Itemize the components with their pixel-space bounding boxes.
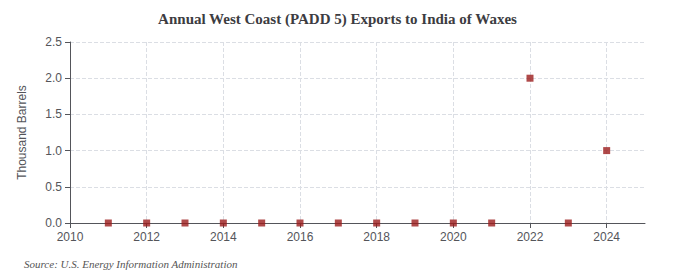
svg-text:2024: 2024 [593,230,620,244]
svg-text:1.0: 1.0 [45,144,62,158]
svg-text:2010: 2010 [57,230,84,244]
svg-text:2020: 2020 [440,230,467,244]
svg-text:2022: 2022 [517,230,544,244]
svg-text:2.5: 2.5 [45,35,62,49]
svg-text:2014: 2014 [210,230,237,244]
svg-text:2012: 2012 [133,230,160,244]
svg-text:0.5: 0.5 [45,180,62,194]
svg-text:2.0: 2.0 [45,71,62,85]
svg-text:2018: 2018 [363,230,390,244]
svg-text:0.0: 0.0 [45,216,62,230]
svg-text:Thousand Barrels: Thousand Barrels [15,85,29,180]
svg-text:Annual West Coast (PADD 5) Exp: Annual West Coast (PADD 5) Exports to In… [158,11,517,28]
svg-text:1.5: 1.5 [45,107,62,121]
svg-text:Source: U.S. Energy Informatio: Source: U.S. Energy Information Administ… [24,258,238,270]
svg-text:2016: 2016 [287,230,314,244]
